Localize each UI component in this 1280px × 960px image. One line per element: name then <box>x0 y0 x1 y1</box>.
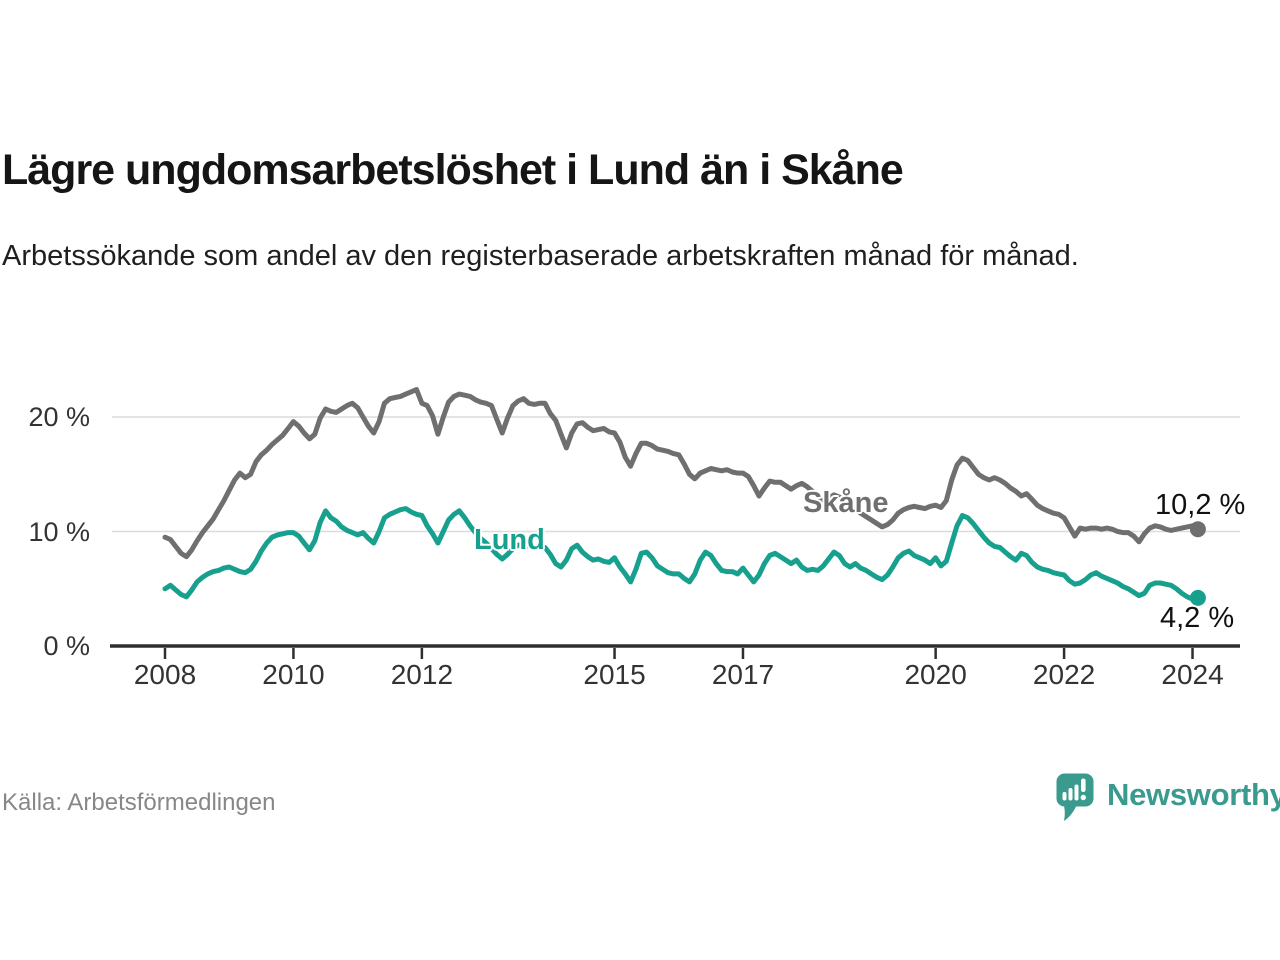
series-label-skane: Skåne <box>803 487 889 519</box>
x-tick-label: 2008 <box>133 659 197 690</box>
newsworthy-logo-icon <box>1056 773 1094 821</box>
y-tick-label: 10 % <box>28 516 90 547</box>
y-tick-label: 20 % <box>28 402 90 432</box>
y-tick-label: 0 % <box>43 631 90 661</box>
chart-subtitle: Arbetssökande som andel av den registerb… <box>2 240 1079 272</box>
series-line-skåne <box>162 387 1201 560</box>
series-line-lund <box>162 506 1201 602</box>
x-tick-label: 2017 <box>711 659 775 690</box>
x-tick-label: 2024 <box>1161 659 1224 690</box>
end-value-label-skane: 10,2 % <box>1155 489 1246 521</box>
source-note: Källa: Arbetsförmedlingen <box>2 789 276 816</box>
series-label-lund: Lund <box>474 524 545 556</box>
end-dot-skåne <box>1189 521 1206 538</box>
end-value-label-lund: 4,2 % <box>1160 602 1235 634</box>
chart-title: Lägre ungdomsarbetslöshet i Lund än i Sk… <box>2 146 904 194</box>
end-dot-lund <box>1189 589 1206 606</box>
x-tick-label: 2010 <box>262 659 325 690</box>
x-tick-label: 2012 <box>390 659 454 690</box>
x-tick-label: 2015 <box>583 659 646 690</box>
x-tick-label: 2022 <box>1032 659 1096 690</box>
newsworthy-logo: Newsworthy <box>1056 773 1280 822</box>
x-tick-label: 2020 <box>904 659 967 690</box>
newsworthy-logo-text: Newsworthy <box>1107 777 1280 812</box>
